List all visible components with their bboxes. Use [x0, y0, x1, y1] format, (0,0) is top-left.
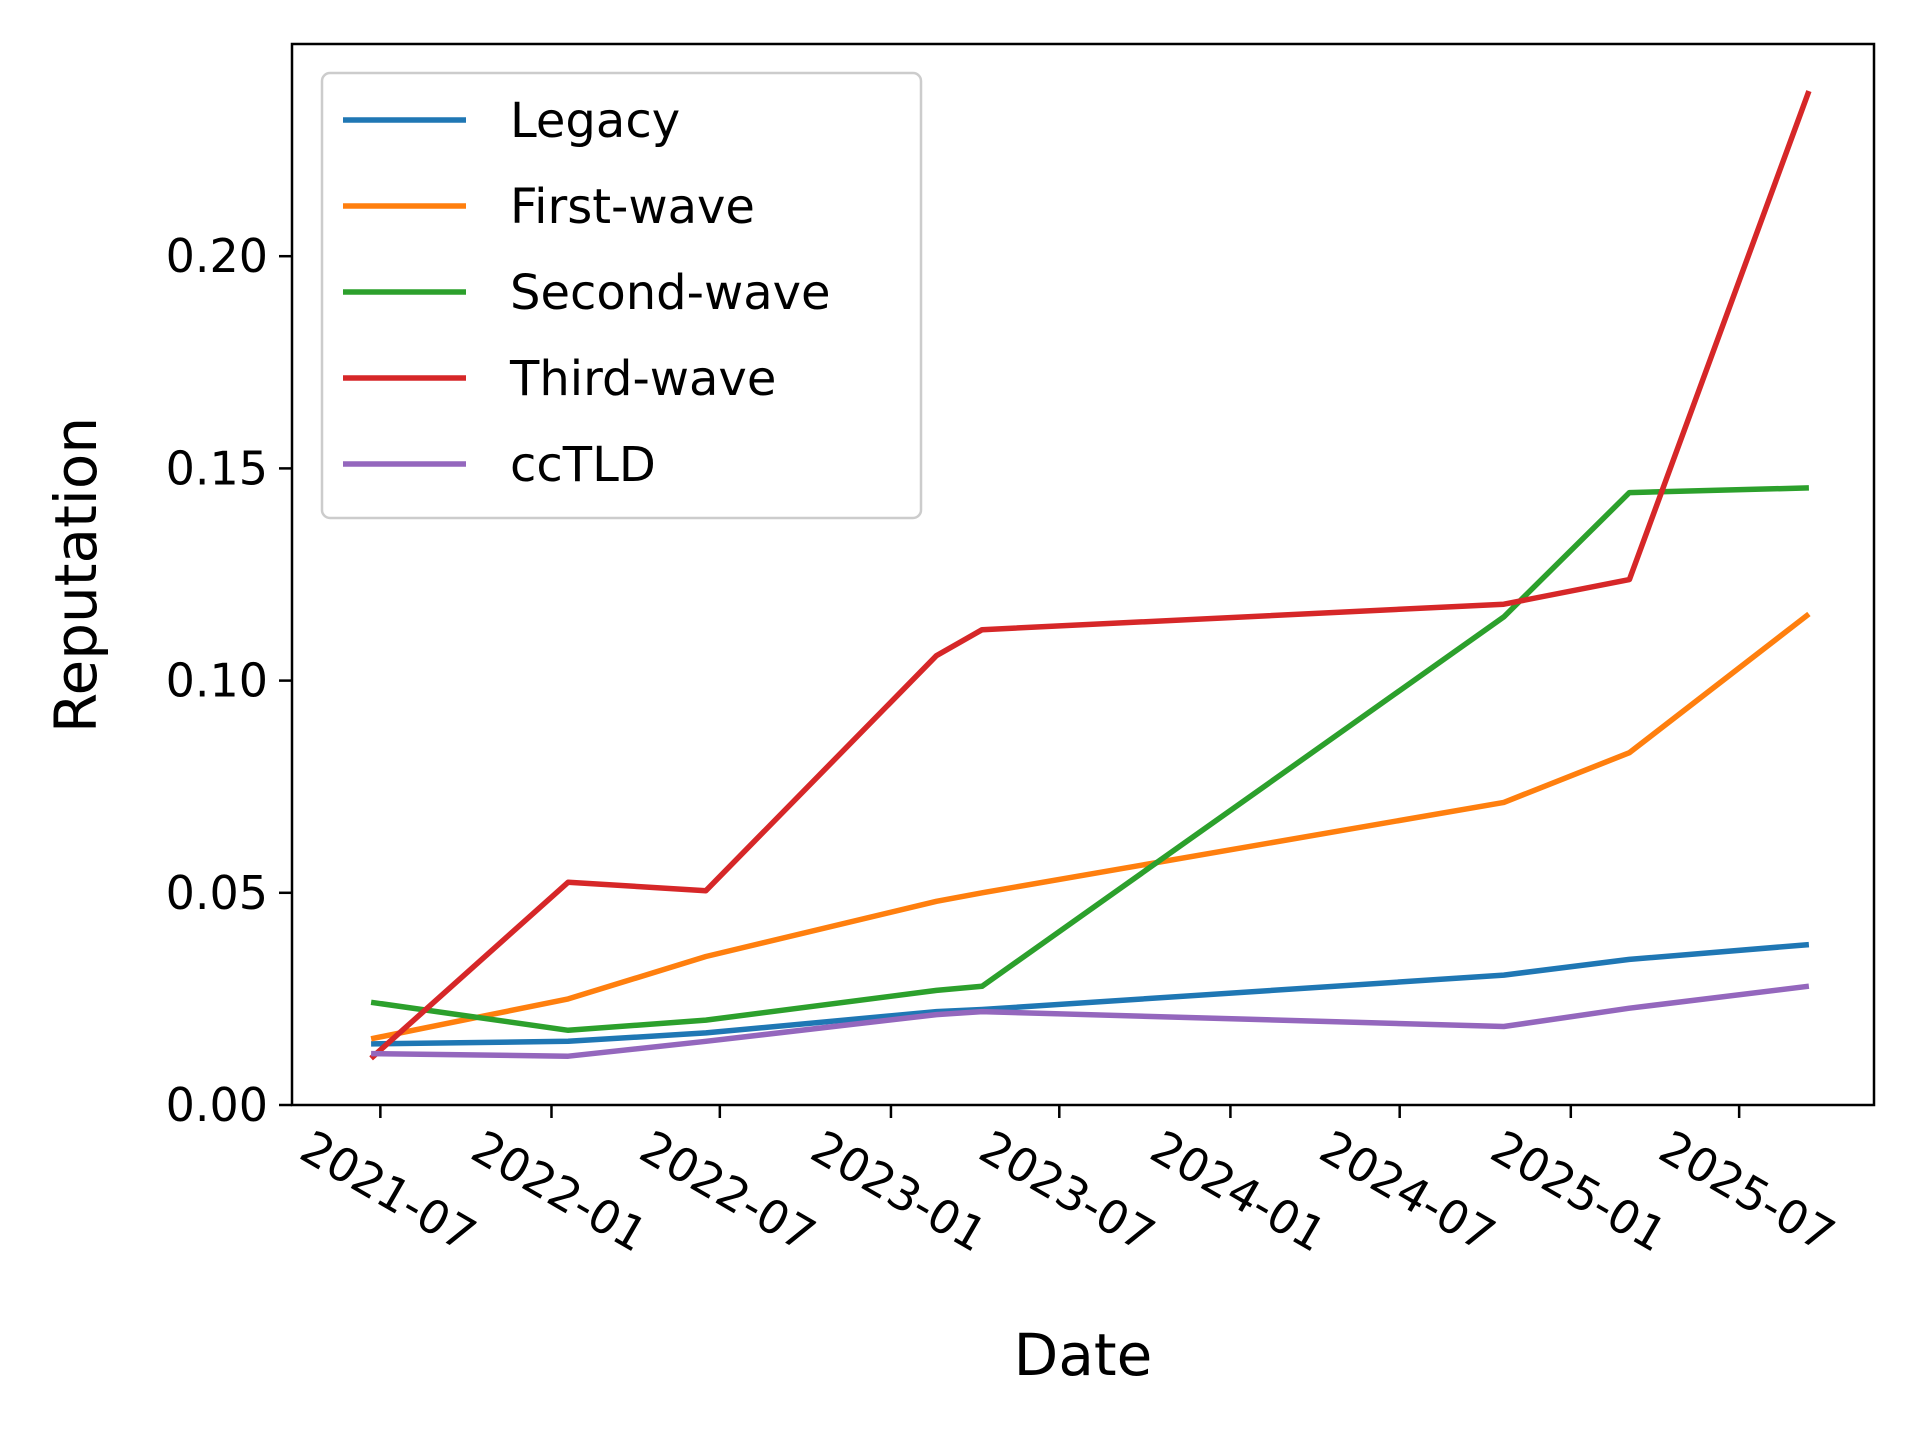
- legend-label: First-wave: [510, 179, 755, 235]
- x-axis-title: Date: [1014, 1321, 1153, 1389]
- series-lines: [369, 90, 1812, 1061]
- y-tick-label: 0.15: [166, 441, 268, 495]
- y-tick-label: 0.10: [166, 654, 268, 708]
- y-axis-title: Reputation: [42, 417, 110, 733]
- x-tick-label: 2023-01: [802, 1120, 995, 1263]
- legend-label: Legacy: [510, 93, 680, 149]
- y-tick-label: 0.20: [166, 229, 268, 283]
- x-tick-label: 2025-07: [1650, 1120, 1843, 1263]
- legend-item-third-wave: Third-wave: [343, 351, 776, 407]
- y-tick-label: 0.00: [166, 1078, 268, 1132]
- legend-label: Third-wave: [509, 351, 776, 407]
- x-tick-label: 2021-07: [292, 1120, 485, 1263]
- x-tick-label: 2024-01: [1142, 1120, 1335, 1263]
- legend-label: ccTLD: [510, 437, 656, 493]
- series-line-first-wave: [370, 611, 1811, 1042]
- legend-label: Second-wave: [510, 265, 831, 321]
- legend: Legacy First-wave Second-wave Third-wave ccT…: [320, 71, 923, 520]
- y-tick-label: 0.05: [166, 866, 268, 920]
- x-tick-label: 2024-07: [1311, 1120, 1504, 1263]
- x-tick-label: 2023-07: [971, 1120, 1164, 1263]
- plot-frame: [290, 42, 1876, 1107]
- series-line-second-wave: [370, 485, 1809, 1034]
- legend-item-second-wave: Second-wave: [343, 265, 831, 321]
- legend-item-cctld: ccTLD: [343, 437, 656, 493]
- legend-item-first-wave: First-wave: [343, 179, 755, 235]
- x-tick-label: 2022-01: [463, 1120, 656, 1263]
- legend-box: [320, 71, 923, 520]
- x-tick-label: 2022-07: [631, 1120, 824, 1263]
- y-axis: 0.00 0.05 0.10 0.15 0.20: [166, 229, 292, 1132]
- legend-item-legacy: Legacy: [343, 93, 680, 149]
- x-tick-label: 2025-01: [1482, 1120, 1675, 1263]
- x-axis: 2021-072022-012022-072023-012023-072024-…: [292, 1105, 1844, 1263]
- series-line-third-wave: [369, 90, 1812, 1061]
- series-line-cctld: [371, 983, 1810, 1059]
